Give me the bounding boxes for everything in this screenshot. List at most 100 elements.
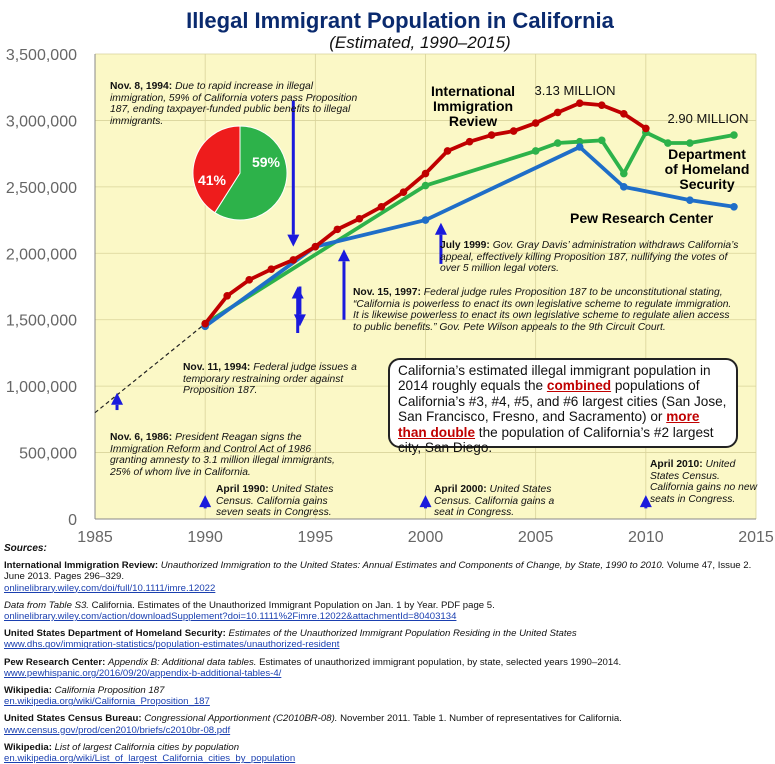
annotation-nov-11-1994: Nov. 11, 1994: Federal judge issues a te… bbox=[183, 362, 363, 397]
source-link[interactable]: onlinelibrary.wiley.com/doi/full/10.1111… bbox=[4, 582, 216, 594]
data-point bbox=[421, 216, 430, 224]
data-point bbox=[245, 276, 254, 284]
data-point bbox=[575, 99, 584, 107]
annotation-april-1990: April 1990: United States Census. Califo… bbox=[216, 484, 356, 519]
pie-label-red: 41% bbox=[197, 172, 227, 188]
source-link[interactable]: www.census.gov/prod/cen2010/briefs/c2010… bbox=[4, 724, 231, 736]
data-point bbox=[289, 256, 298, 264]
data-point bbox=[267, 265, 276, 274]
annotation-april-2000: April 2000: United States Census. Califo… bbox=[434, 484, 574, 519]
data-point bbox=[355, 214, 364, 223]
source-name: Pew Research Center: bbox=[4, 656, 108, 668]
series-label-dhs: Department of Homeland Security bbox=[652, 147, 762, 192]
event-arrow-head bbox=[419, 495, 432, 508]
series-label-international: International Immigration Review bbox=[418, 84, 528, 129]
data-point bbox=[531, 147, 540, 155]
source-link[interactable]: www.pewhispanic.org/2016/09/20/appendix-… bbox=[4, 667, 282, 679]
data-point bbox=[575, 137, 584, 146]
annotation-nov-15-1997: Nov. 15, 1997: Federal judge rules Propo… bbox=[353, 287, 738, 333]
callout-text: the population of California’s #2 larges… bbox=[398, 424, 714, 456]
data-point bbox=[311, 242, 320, 251]
peak-label-2-90-million: 2.90 MILLION bbox=[668, 111, 749, 126]
y-tick-label: 500,000 bbox=[19, 446, 77, 463]
event-arrow-head bbox=[291, 286, 304, 299]
source-link[interactable]: en.wikipedia.org/wiki/List_of_largest_Ca… bbox=[4, 753, 296, 764]
sources-section: Sources: International Immigration Revie… bbox=[4, 543, 772, 764]
event-arrow-head bbox=[199, 495, 212, 508]
y-tick-label: 0 bbox=[68, 512, 77, 529]
chart-subtitle: (Estimated, 1990–2015) bbox=[329, 33, 510, 52]
data-point bbox=[620, 169, 628, 178]
series-label-line: Security bbox=[679, 176, 735, 192]
annotation-april-2010: April 2010: United States Census. Califo… bbox=[650, 459, 758, 505]
source-detail: California. Estimates of the Unauthorize… bbox=[91, 599, 495, 611]
source-name: United States Census Bureau: bbox=[4, 713, 145, 725]
source-name: United States Department of Homeland Sec… bbox=[4, 628, 229, 640]
data-point bbox=[553, 139, 562, 147]
series-label-line: International bbox=[430, 83, 515, 99]
annotation-text: Gov. Gray Davis’ administration withdraw… bbox=[440, 240, 739, 275]
event-arrow-head bbox=[434, 222, 447, 235]
data-point bbox=[620, 109, 628, 118]
y-tick-label: 3,500,000 bbox=[6, 47, 77, 64]
data-point bbox=[223, 292, 231, 300]
x-tick-label: 2005 bbox=[518, 529, 554, 545]
source-title: Unauthorized Immigration to the United S… bbox=[160, 560, 668, 572]
trend-line bbox=[94, 323, 206, 414]
annotation-date: Nov. 6, 1986: bbox=[110, 432, 173, 443]
x-tick-label: 2000 bbox=[408, 529, 444, 545]
x-axis: 1985 1990 1995 2000 2005 2010 2015 bbox=[77, 518, 774, 545]
y-tick-label: 3,000,000 bbox=[6, 113, 77, 130]
source-title: Congressional Apportionment (C2010BR-08)… bbox=[144, 713, 341, 725]
pie-slice bbox=[214, 125, 288, 221]
series-label-line: Review bbox=[448, 113, 498, 129]
annotation-text: Federal judge rules Proposition 187 to b… bbox=[353, 287, 732, 333]
annotation-date: Nov. 11, 1994: bbox=[183, 362, 251, 373]
annotation-july-1999: July 1999: Gov. Gray Davis’ administrati… bbox=[440, 240, 740, 275]
data-point bbox=[443, 147, 452, 155]
data-point bbox=[620, 183, 628, 191]
annotation-date: Nov. 15, 1997: bbox=[353, 287, 421, 298]
annotation-text: Due to rapid increase in illegal immigra… bbox=[110, 81, 358, 127]
series-label-line: Immigration bbox=[432, 98, 514, 114]
data-point bbox=[597, 136, 606, 145]
source-link[interactable]: en.wikipedia.org/wiki/California_Proposi… bbox=[4, 696, 210, 708]
source-title: Appendix B: Additional data tables. bbox=[107, 656, 260, 668]
data-point bbox=[575, 143, 584, 151]
source-detail: Volume 47, Issue 2. June 2013. Pages 296… bbox=[4, 560, 752, 583]
dashed-trend-line bbox=[94, 323, 206, 414]
source-title: California Proposition 187 bbox=[54, 685, 165, 697]
source-link[interactable]: www.dhs.gov/immigration-statistics/popul… bbox=[4, 639, 340, 651]
source-title: Estimates of the Unauthorized Immigrant … bbox=[228, 628, 577, 640]
pie-slice bbox=[192, 125, 241, 214]
annotation-date: July 1999: bbox=[440, 240, 490, 251]
source-link[interactable]: onlinelibrary.wiley.com/action/downloadS… bbox=[4, 611, 457, 623]
series-label-pew: Pew Research Center bbox=[570, 211, 730, 226]
series-lines bbox=[201, 99, 738, 331]
source-entry: United States Department of Homeland Sec… bbox=[4, 628, 772, 650]
sources-heading: Sources: bbox=[4, 543, 47, 554]
peak-label-3-13-million: 3.13 MILLION bbox=[535, 83, 616, 98]
x-tick-label: 1985 bbox=[77, 529, 113, 545]
data-point bbox=[730, 131, 738, 139]
event-arrow-head bbox=[337, 249, 350, 262]
chart-title: Illegal Immigrant Population in Californ… bbox=[186, 8, 615, 33]
callout-box: California’s estimated illegal immigrant… bbox=[388, 358, 738, 455]
annotation-date: April 2000: bbox=[434, 484, 487, 495]
y-tick-label: 1,500,000 bbox=[6, 313, 77, 330]
source-name: Wikipedia: bbox=[4, 685, 55, 697]
series-label-line: Department bbox=[668, 146, 746, 162]
data-point bbox=[686, 139, 694, 147]
data-point bbox=[421, 169, 430, 178]
event-arrow-head bbox=[287, 234, 300, 247]
event-arrow-head bbox=[639, 495, 652, 508]
source-entry: International Immigration Review: Unauth… bbox=[4, 560, 772, 594]
annotation-text: United States Census. California gains s… bbox=[216, 484, 334, 519]
data-point bbox=[597, 101, 606, 109]
data-point bbox=[686, 196, 694, 204]
callout-highlight: combined bbox=[546, 378, 612, 394]
source-title: Data from Table S3. bbox=[4, 599, 92, 611]
y-tick-label: 1,000,000 bbox=[6, 379, 77, 396]
data-point bbox=[531, 119, 540, 127]
data-point bbox=[333, 225, 342, 234]
